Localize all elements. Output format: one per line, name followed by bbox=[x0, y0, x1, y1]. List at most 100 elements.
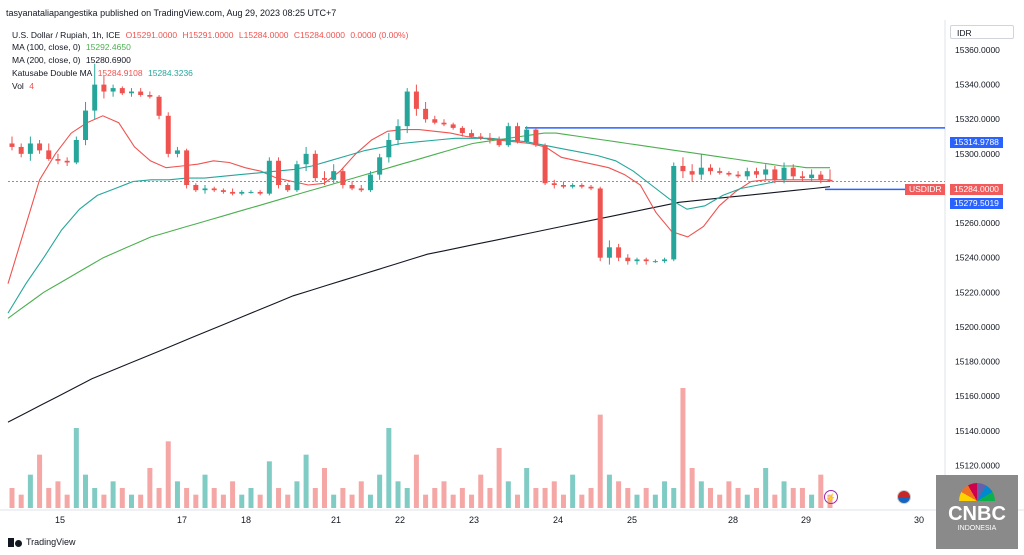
candle[interactable] bbox=[156, 95, 162, 120]
candle[interactable] bbox=[662, 257, 668, 263]
candle[interactable] bbox=[211, 186, 217, 192]
candle[interactable] bbox=[138, 88, 144, 97]
candle[interactable] bbox=[487, 133, 493, 144]
candle[interactable] bbox=[652, 259, 658, 263]
candle[interactable] bbox=[763, 164, 769, 180]
candle[interactable] bbox=[303, 146, 309, 172]
candle[interactable] bbox=[744, 167, 750, 180]
candle[interactable] bbox=[119, 86, 125, 95]
candle[interactable] bbox=[312, 150, 318, 182]
candle[interactable] bbox=[781, 162, 787, 184]
candle[interactable] bbox=[92, 63, 98, 120]
candle[interactable] bbox=[432, 115, 438, 125]
candle[interactable] bbox=[772, 165, 778, 184]
candle[interactable] bbox=[616, 243, 622, 262]
candle[interactable] bbox=[174, 146, 180, 158]
candle[interactable] bbox=[147, 91, 153, 99]
candle[interactable] bbox=[83, 101, 89, 146]
candle[interactable] bbox=[606, 240, 612, 265]
candle[interactable] bbox=[450, 122, 456, 130]
candle[interactable] bbox=[441, 119, 447, 127]
candle[interactable] bbox=[110, 84, 116, 97]
candle[interactable] bbox=[423, 101, 429, 123]
candle[interactable] bbox=[184, 148, 190, 189]
candle[interactable] bbox=[64, 157, 70, 166]
candle[interactable] bbox=[671, 162, 677, 262]
candle[interactable] bbox=[37, 140, 43, 154]
candle[interactable] bbox=[386, 133, 392, 163]
ma200-legend[interactable]: MA (200, close, 0) 15280.6900 bbox=[12, 55, 134, 65]
volume-legend[interactable]: Vol 4 bbox=[12, 81, 37, 91]
candle[interactable] bbox=[708, 164, 714, 175]
candle[interactable] bbox=[597, 186, 603, 262]
candle[interactable] bbox=[680, 157, 686, 179]
price-axis[interactable]: 15360.0000 15340.0000 15320.0000 15300.0000… bbox=[955, 45, 1000, 505]
candle[interactable] bbox=[46, 143, 52, 161]
candle[interactable] bbox=[459, 126, 465, 137]
candle[interactable] bbox=[395, 119, 401, 146]
candle[interactable] bbox=[579, 183, 585, 189]
candle[interactable] bbox=[18, 143, 24, 158]
candle[interactable] bbox=[717, 167, 723, 175]
candle[interactable] bbox=[257, 190, 263, 196]
candle[interactable] bbox=[478, 133, 484, 140]
candle[interactable] bbox=[230, 188, 236, 196]
candle[interactable] bbox=[193, 183, 199, 192]
candle[interactable] bbox=[413, 84, 419, 116]
candle[interactable] bbox=[809, 169, 815, 182]
candle[interactable] bbox=[588, 185, 594, 191]
candle[interactable] bbox=[349, 181, 355, 191]
candle[interactable] bbox=[340, 167, 346, 189]
candle[interactable] bbox=[625, 254, 631, 265]
candle[interactable] bbox=[515, 122, 521, 144]
candle[interactable] bbox=[799, 171, 805, 182]
candle[interactable] bbox=[358, 185, 364, 192]
ma100-legend[interactable]: MA (100, close, 0) 15292.4650 bbox=[12, 42, 134, 52]
candle[interactable] bbox=[55, 153, 61, 165]
candle[interactable] bbox=[266, 157, 272, 196]
candle[interactable] bbox=[248, 190, 254, 194]
candle[interactable] bbox=[469, 129, 475, 139]
currency-selector[interactable]: IDR bbox=[950, 25, 1014, 39]
candle[interactable] bbox=[331, 164, 337, 184]
candle[interactable] bbox=[753, 167, 759, 179]
candle[interactable] bbox=[790, 164, 796, 180]
time-axis[interactable]: 15 17 18 21 22 23 24 25 28 29 30 bbox=[55, 515, 924, 525]
candle[interactable] bbox=[285, 183, 291, 192]
candle[interactable] bbox=[689, 164, 695, 182]
candle[interactable] bbox=[73, 136, 79, 165]
candle[interactable] bbox=[827, 169, 833, 182]
candle[interactable] bbox=[634, 257, 640, 265]
candle[interactable] bbox=[367, 171, 373, 192]
candle[interactable] bbox=[276, 157, 282, 189]
candle[interactable] bbox=[560, 181, 566, 189]
candle[interactable] bbox=[220, 188, 226, 194]
candle[interactable] bbox=[551, 179, 557, 189]
candle[interactable] bbox=[542, 143, 548, 185]
candle[interactable] bbox=[524, 126, 530, 144]
double-ma-legend[interactable]: Katusabe Double MA 15284.9108 15284.3236 bbox=[12, 68, 196, 78]
candle[interactable] bbox=[202, 185, 208, 194]
candle[interactable] bbox=[9, 136, 15, 151]
candle[interactable] bbox=[294, 160, 300, 192]
candle[interactable] bbox=[27, 136, 33, 161]
candle[interactable] bbox=[239, 190, 245, 196]
candle[interactable] bbox=[533, 127, 539, 147]
candle[interactable] bbox=[505, 122, 511, 147]
symbol-name[interactable]: U.S. Dollar / Rupiah, 1h, ICE bbox=[12, 30, 121, 40]
lightning-icon[interactable]: ⚡ bbox=[824, 490, 838, 504]
tradingview-footer[interactable]: TradingView bbox=[8, 537, 76, 547]
candle[interactable] bbox=[404, 88, 410, 134]
candle[interactable] bbox=[735, 171, 741, 179]
candle[interactable] bbox=[643, 257, 649, 265]
candle[interactable] bbox=[496, 136, 502, 147]
candle[interactable] bbox=[698, 153, 704, 180]
candle[interactable] bbox=[165, 112, 171, 158]
us-flag-icon[interactable] bbox=[897, 490, 911, 504]
candle[interactable] bbox=[818, 171, 824, 184]
candle[interactable] bbox=[377, 153, 383, 180]
candle[interactable] bbox=[726, 171, 732, 177]
candle[interactable] bbox=[128, 88, 134, 97]
candles[interactable] bbox=[9, 63, 833, 265]
